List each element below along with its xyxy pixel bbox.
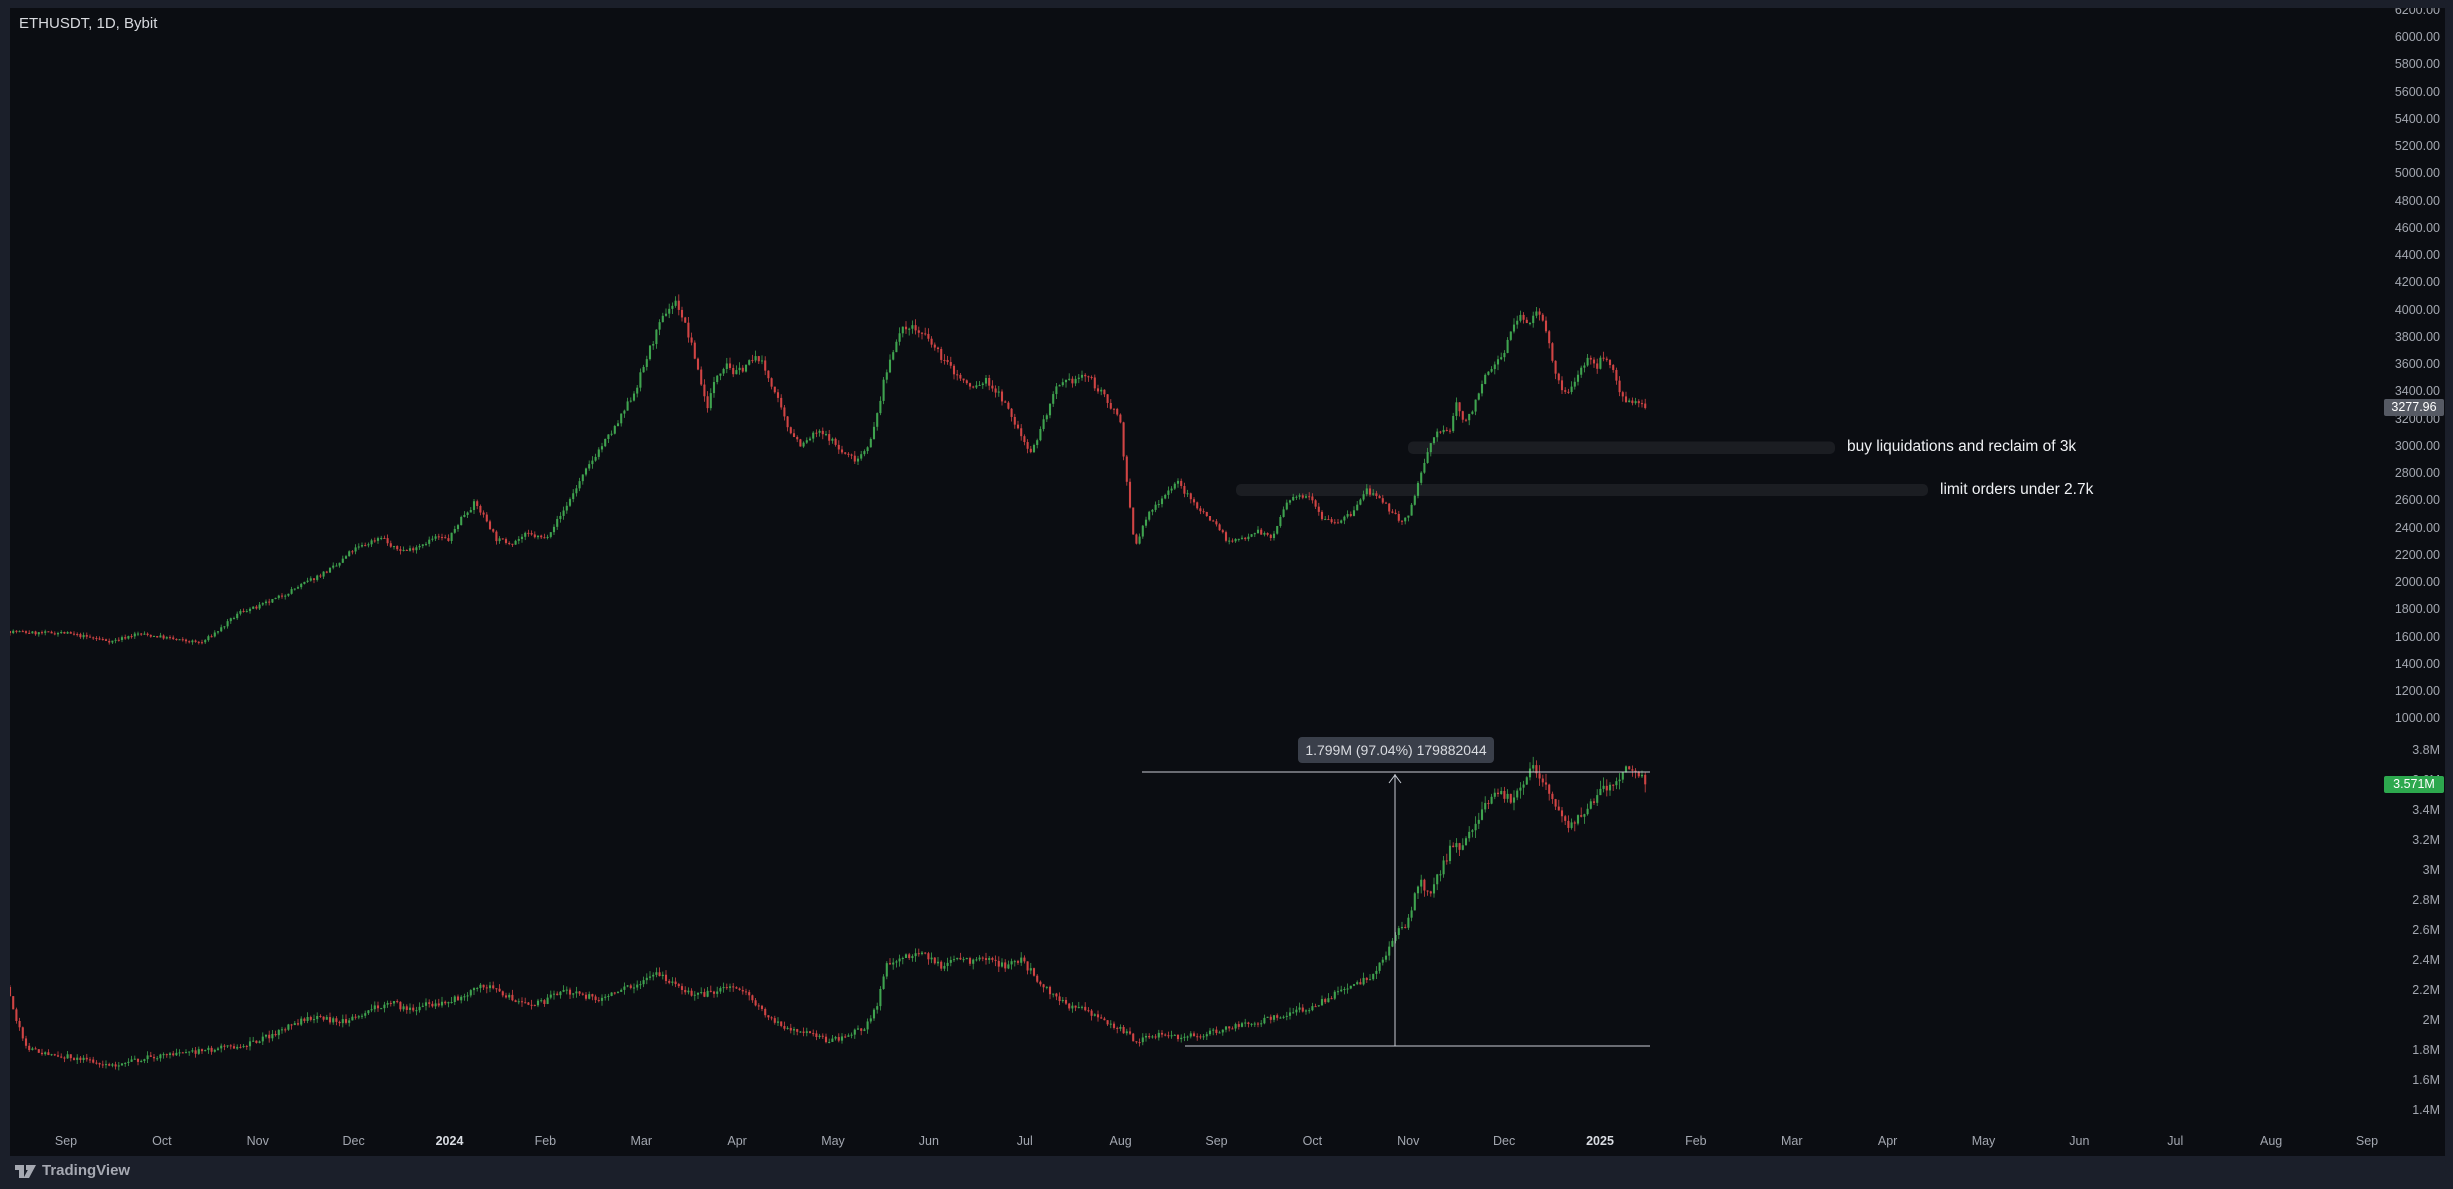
time-tick-label: Dec	[1493, 1134, 1516, 1148]
price-tick-label: 2.8M	[2412, 893, 2440, 907]
price-tick-label: 4600.00	[2394, 220, 2440, 235]
time-tick-label: Jul	[1016, 1134, 1033, 1148]
zone-band-2-7k[interactable]	[1236, 484, 1928, 496]
price-candles[interactable]	[8, 294, 1647, 645]
price-tick-label: 2.4M	[2412, 953, 2440, 967]
price-tick-label: 1.8M	[2412, 1043, 2440, 1057]
price-tick-label: 3400.00	[2394, 384, 2440, 399]
frame-left	[0, 0, 10, 1156]
price-tick-label: 2600.00	[2394, 493, 2440, 508]
price-tick-label: 3800.00	[2394, 329, 2440, 344]
price-tick-label: 5200.00	[2394, 139, 2440, 154]
measurement-drawing[interactable]	[1142, 771, 1650, 1047]
price-tick-label: 5800.00	[2394, 57, 2440, 72]
lower-pane-last-value-tag: 3.571M	[2384, 775, 2444, 793]
price-tick-label: 1200.00	[2394, 684, 2440, 698]
frame-right	[2445, 0, 2453, 1156]
time-tick-label: Sep	[2355, 1134, 2379, 1148]
time-tick-label: 2024	[435, 1134, 464, 1148]
price-tick-label: 2.6M	[2412, 923, 2440, 937]
price-tick-label: 5000.00	[2394, 166, 2440, 181]
time-tick-label: Sep	[1205, 1134, 1228, 1148]
price-tick-label: 2800.00	[2394, 466, 2440, 481]
price-tick-label: 3000.00	[2394, 438, 2440, 453]
time-tick-label: Apr	[1877, 1134, 1898, 1148]
price-tick-label: 3.4M	[2412, 803, 2440, 817]
price-tick-label: 5400.00	[2394, 111, 2440, 126]
time-tick-label: Jun	[2069, 1134, 2090, 1148]
time-tick-label: May	[821, 1134, 845, 1148]
price-tick-label: 5600.00	[2394, 84, 2440, 99]
time-tick-label: Dec	[342, 1134, 365, 1148]
time-tick-label: Sep	[54, 1134, 78, 1148]
time-tick-label: Apr	[727, 1134, 747, 1148]
chart-background	[10, 8, 2445, 1156]
price-tick-label: 1400.00	[2394, 656, 2440, 671]
price-tick-label: 3.2M	[2412, 833, 2440, 847]
symbol-title[interactable]: ETHUSDT, 1D, Bybit	[19, 15, 158, 32]
price-tick-label: 4200.00	[2394, 275, 2440, 290]
time-tick-label: Aug	[2260, 1134, 2283, 1148]
measurement-tooltip[interactable]: 1.799M (97.04%) 179882044	[1298, 737, 1494, 763]
price-tick-label: 3M	[2422, 863, 2440, 877]
price-tick-label: 3600.00	[2394, 357, 2440, 372]
zone-bands[interactable]	[1236, 441, 1928, 497]
price-tick-label: 2.2M	[2412, 983, 2440, 997]
footer-bar: TradingView	[0, 1156, 2453, 1189]
time-tick-label: Jul	[2167, 1134, 2184, 1148]
time-tick-label: Nov	[246, 1134, 269, 1148]
frame-top	[0, 0, 2453, 8]
last-price-tag: 3277.96	[2384, 399, 2444, 417]
time-tick-label: 2025	[1586, 1134, 1614, 1148]
tradingview-logo-text[interactable]: TradingView	[42, 1162, 131, 1179]
price-tick-label: 3.8M	[2412, 743, 2440, 757]
price-tick-label: 4800.00	[2394, 193, 2440, 208]
price-tick-label: 1800.00	[2394, 602, 2440, 617]
price-tick-label: 1600.00	[2394, 629, 2440, 644]
annotation-buy-liquidations[interactable]: buy liquidations and reclaim of 3k	[1847, 438, 2077, 455]
price-tick-label: 1.6M	[2412, 1073, 2440, 1087]
price-tick-label: 4000.00	[2394, 302, 2440, 317]
price-tick-label: 1.4M	[2412, 1103, 2440, 1117]
tradingview-logo-icon[interactable]	[13, 1162, 41, 1182]
time-tick-label: Oct	[1302, 1134, 1323, 1148]
time-tick-label: Nov	[1397, 1134, 1420, 1148]
time-tick-label: Aug	[1109, 1134, 1132, 1148]
price-tick-label: 1000.00	[2394, 711, 2440, 726]
price-tick-label: 4400.00	[2394, 248, 2440, 263]
time-tick-label: Oct	[152, 1134, 172, 1148]
price-tick-label: 2M	[2422, 1013, 2440, 1027]
price-tick-label: 2200.00	[2394, 547, 2440, 562]
time-tick-label: May	[1971, 1134, 1996, 1148]
time-tick-label: Mar	[1780, 1134, 1803, 1148]
price-tick-label: 2000.00	[2394, 575, 2440, 590]
price-tick-label: 2400.00	[2394, 520, 2440, 535]
price-tick-label: 6000.00	[2394, 30, 2440, 45]
lower-candles[interactable]	[8, 756, 1647, 1071]
annotation-limit-orders[interactable]: limit orders under 2.7k	[1940, 481, 2094, 498]
time-tick-label: Mar	[630, 1134, 653, 1148]
zone-band-3k[interactable]	[1408, 441, 1835, 455]
time-tick-label: Jun	[918, 1134, 939, 1148]
time-tick-label: Feb	[1685, 1134, 1707, 1148]
time-tick-label: Feb	[534, 1134, 557, 1148]
